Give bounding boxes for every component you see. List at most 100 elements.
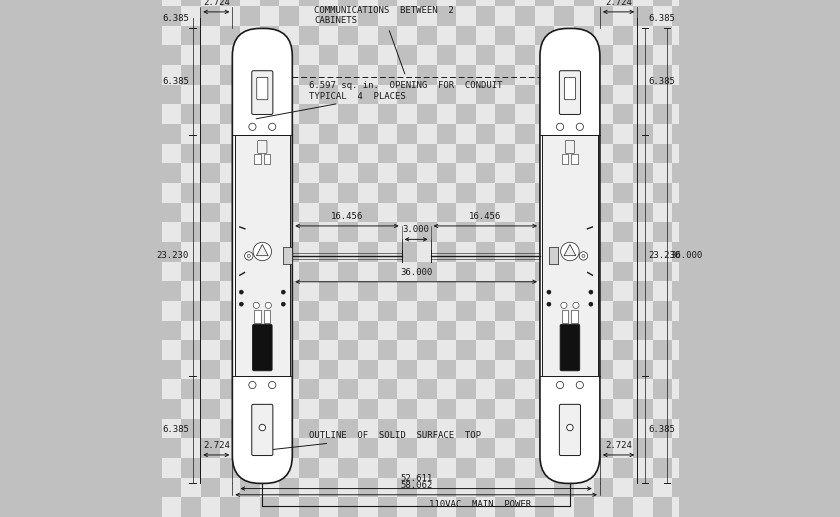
Bar (633, 458, 653, 478)
Bar (496, 45, 515, 65)
Bar (299, 242, 318, 262)
Bar (613, 262, 633, 281)
Bar (201, 183, 220, 203)
Bar (554, 183, 574, 203)
Bar (633, 85, 653, 104)
Bar (280, 144, 299, 163)
Bar (653, 262, 672, 281)
Bar (417, 65, 437, 85)
Bar (613, 144, 633, 163)
Bar (594, 144, 613, 163)
Bar (358, 321, 378, 340)
Bar (535, 124, 554, 144)
Bar (672, 301, 692, 321)
Bar (280, 340, 299, 360)
Bar (417, 438, 437, 458)
Bar (692, 163, 711, 183)
Bar (220, 65, 240, 85)
Bar (240, 242, 260, 262)
Bar (653, 281, 672, 301)
Bar (358, 262, 378, 281)
Bar (496, 478, 515, 497)
Bar (594, 301, 613, 321)
Bar (554, 360, 574, 379)
Bar (417, 262, 437, 281)
Bar (417, 45, 437, 65)
Bar (515, 340, 535, 360)
Bar (672, 321, 692, 340)
Bar (299, 203, 318, 222)
Bar (201, 438, 220, 458)
Bar (437, 85, 456, 104)
Bar (161, 321, 181, 340)
Bar (260, 203, 280, 222)
Bar (280, 26, 299, 45)
Bar (496, 321, 515, 340)
Bar (594, 6, 613, 26)
Bar (181, 281, 201, 301)
Bar (574, 301, 594, 321)
Bar (220, 163, 240, 183)
Bar (417, 458, 437, 478)
Bar (672, 104, 692, 124)
Bar (456, 183, 475, 203)
Bar (613, 399, 633, 419)
Bar (515, 321, 535, 340)
Bar (594, 242, 613, 262)
Bar (280, 321, 299, 340)
FancyBboxPatch shape (564, 78, 575, 100)
Bar (260, 242, 280, 262)
Circle shape (259, 424, 265, 431)
Bar (358, 399, 378, 419)
Bar (496, 419, 515, 438)
FancyBboxPatch shape (565, 141, 575, 154)
Bar (672, 163, 692, 183)
Bar (220, 419, 240, 438)
Bar (240, 222, 260, 242)
Circle shape (253, 242, 271, 261)
Bar (378, 0, 397, 6)
Bar (515, 85, 535, 104)
Bar (594, 26, 613, 45)
Bar (339, 183, 358, 203)
Bar (515, 124, 535, 144)
Bar (574, 26, 594, 45)
Circle shape (556, 382, 564, 389)
Bar (633, 65, 653, 85)
Bar (378, 419, 397, 438)
Bar (280, 124, 299, 144)
Bar (201, 497, 220, 517)
Bar (378, 26, 397, 45)
Bar (339, 104, 358, 124)
Bar (475, 419, 496, 438)
Bar (475, 360, 496, 379)
Text: 16.456: 16.456 (331, 212, 363, 221)
Bar (475, 281, 496, 301)
Bar (358, 104, 378, 124)
Bar (535, 497, 554, 517)
Bar (318, 478, 339, 497)
Bar (280, 438, 299, 458)
Bar (299, 419, 318, 438)
Bar (653, 163, 672, 183)
Bar (220, 183, 240, 203)
Bar (378, 321, 397, 340)
Bar (535, 301, 554, 321)
Bar (554, 458, 574, 478)
Bar (280, 262, 299, 281)
Bar (692, 6, 711, 26)
Bar (181, 144, 201, 163)
Bar (339, 419, 358, 438)
Bar (280, 163, 299, 183)
Bar (496, 203, 515, 222)
Bar (456, 360, 475, 379)
Bar (574, 497, 594, 517)
Bar (339, 360, 358, 379)
Bar (594, 183, 613, 203)
Bar (554, 6, 574, 26)
Bar (378, 379, 397, 399)
Bar (672, 497, 692, 517)
Bar (240, 379, 260, 399)
Bar (456, 497, 475, 517)
Bar (318, 301, 339, 321)
